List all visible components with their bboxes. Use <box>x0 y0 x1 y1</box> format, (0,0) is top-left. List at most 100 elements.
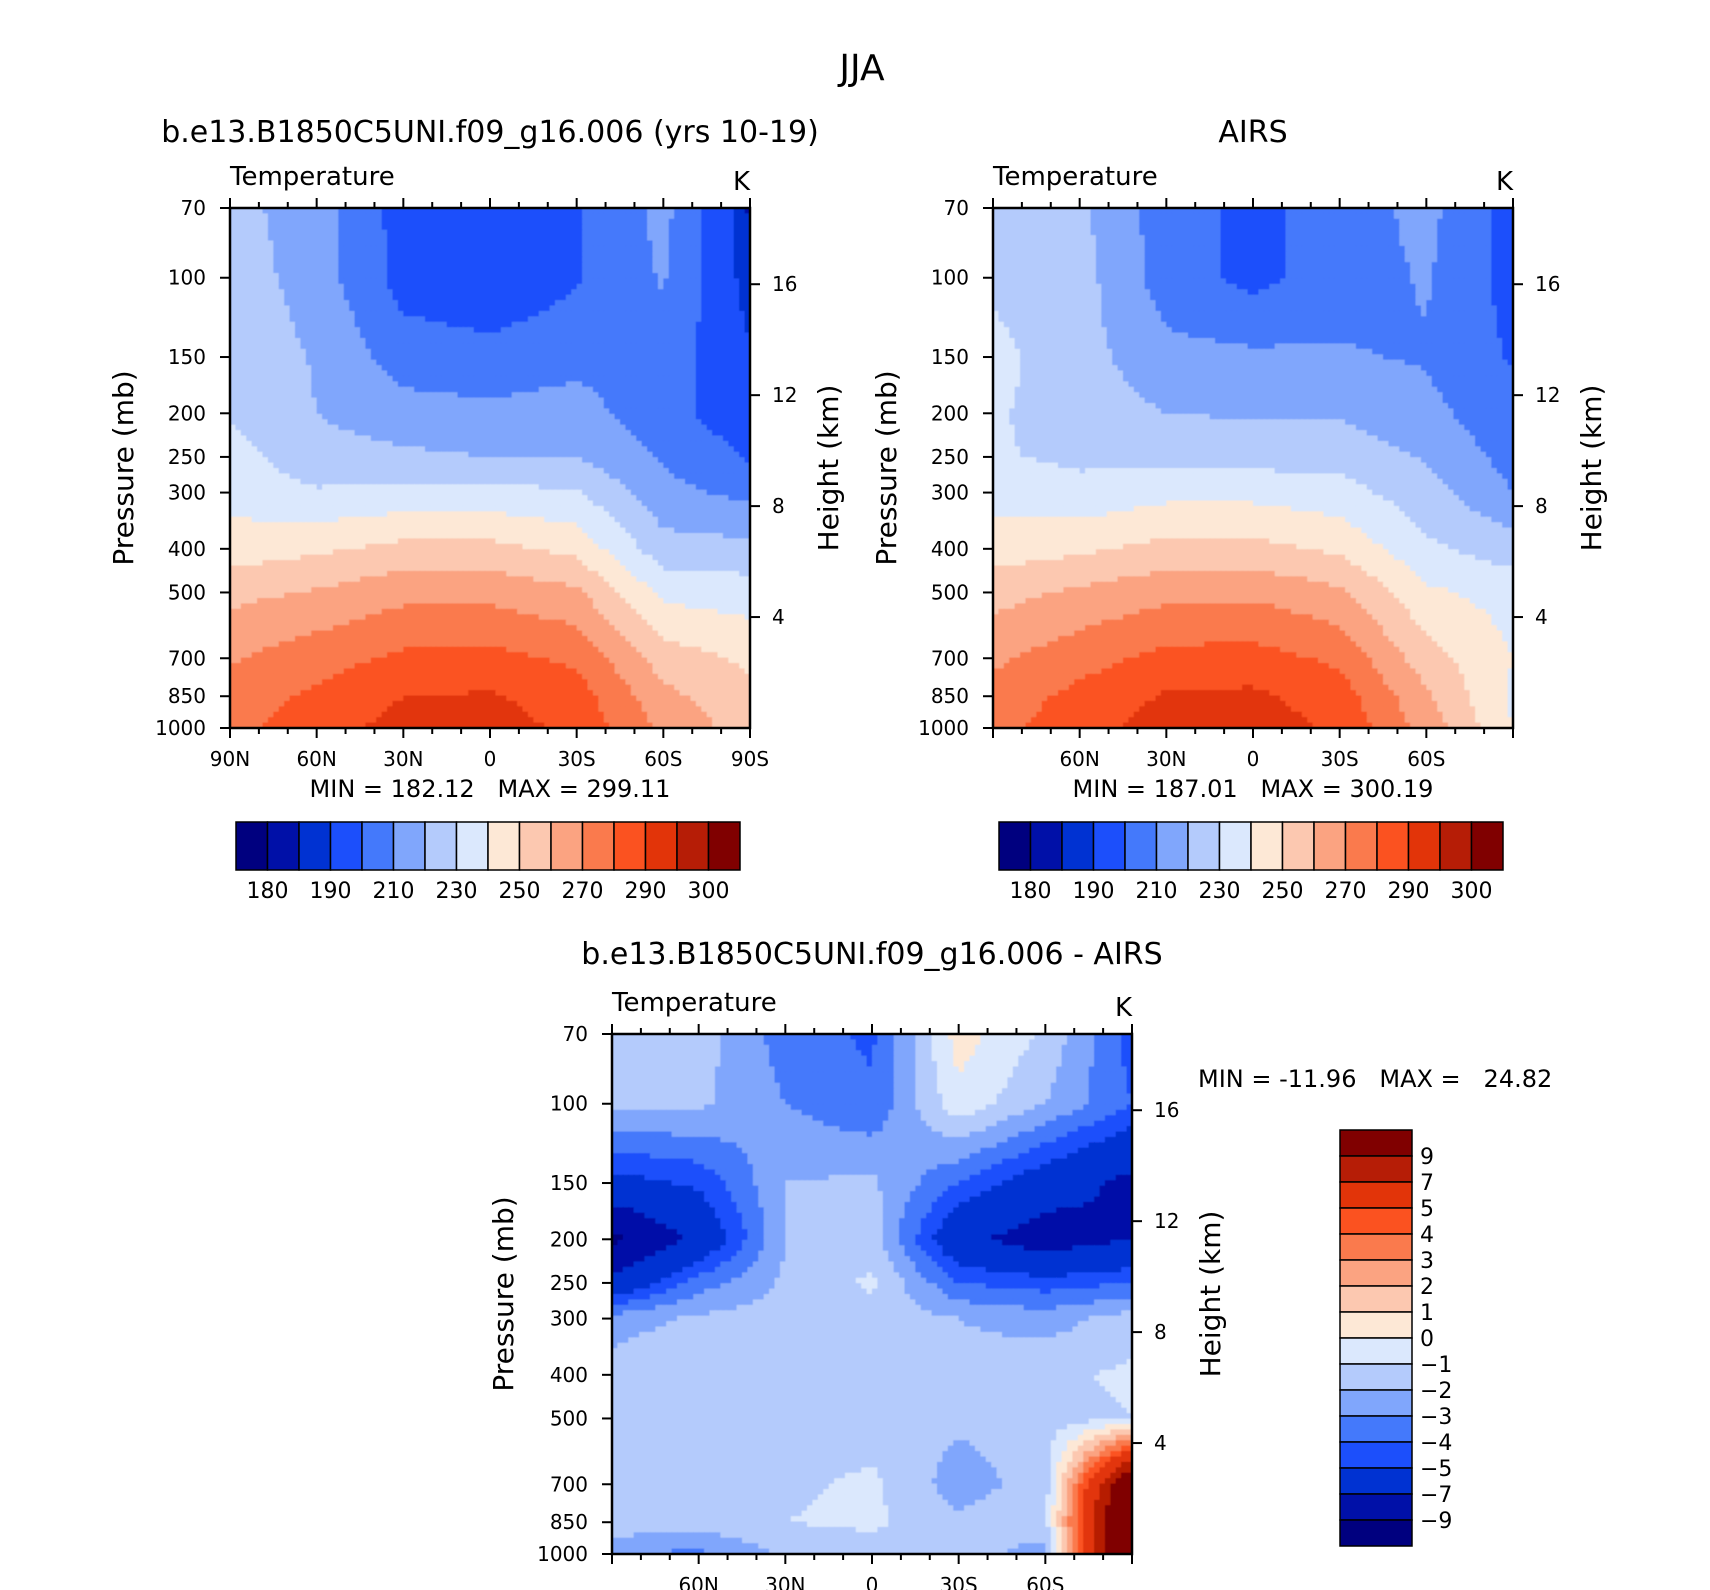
heat-cell <box>517 424 524 431</box>
heat-cell <box>620 419 627 426</box>
heat-cell <box>376 294 383 301</box>
heat-cell <box>739 283 746 290</box>
heat-cell <box>240 386 247 393</box>
heat-cell <box>327 316 334 323</box>
heat-cell <box>565 327 572 334</box>
heat-cell <box>674 332 681 339</box>
heat-cell <box>614 289 621 296</box>
heat-cell <box>354 440 361 448</box>
heat-cell <box>511 273 518 280</box>
heat-cell <box>246 289 253 296</box>
heat-cell <box>690 424 697 431</box>
heat-cell <box>408 386 415 393</box>
heat-cell <box>327 218 334 225</box>
heat-cell <box>446 408 453 415</box>
heat-cell <box>571 430 578 437</box>
heat-cell <box>625 213 632 220</box>
heat-cell <box>592 413 600 420</box>
heat-cell <box>739 262 746 269</box>
heat-cell <box>354 245 361 253</box>
heat-cell <box>506 468 513 475</box>
heat-cell <box>257 235 264 242</box>
heat-cell <box>381 397 388 404</box>
heat-cell <box>430 240 437 247</box>
heat-cell <box>446 478 453 485</box>
heat-cell <box>685 273 692 280</box>
heat-cell <box>538 468 545 475</box>
heat-cell <box>744 267 750 274</box>
heat-cell <box>403 218 410 225</box>
heat-cell <box>311 473 318 480</box>
heat-cell <box>582 332 589 339</box>
heat-cell <box>544 430 551 437</box>
heat-cell <box>289 392 296 399</box>
heat-cell <box>273 478 280 485</box>
heat-cell <box>636 430 643 437</box>
heat-cell <box>479 386 486 393</box>
heat-cell <box>246 208 253 215</box>
heat-cell <box>284 462 291 469</box>
heat-cell <box>701 251 708 258</box>
heat-cell <box>701 375 708 383</box>
heat-cell <box>392 327 399 334</box>
heat-cell <box>739 338 746 345</box>
heat-cell <box>251 462 258 469</box>
heat-cell <box>603 419 610 426</box>
heat-cell <box>706 446 713 453</box>
heat-cell <box>582 224 589 231</box>
heat-cell <box>701 283 708 290</box>
heat-cell <box>235 408 242 415</box>
heat-cell <box>387 305 394 312</box>
heat-cell <box>267 484 275 491</box>
heat-cell <box>511 218 518 225</box>
heat-cell <box>603 310 610 318</box>
heat-cell <box>322 321 329 328</box>
heat-cell <box>733 419 740 426</box>
heat-cell <box>652 338 659 345</box>
heat-cell <box>500 273 507 280</box>
heat-cell <box>316 451 323 458</box>
heat-cell <box>332 419 340 426</box>
heat-cell <box>701 208 708 215</box>
heat-cell <box>630 256 637 263</box>
heat-cell <box>592 370 600 377</box>
heat-cell <box>533 397 540 404</box>
heat-cell <box>365 316 372 323</box>
heat-cell <box>582 457 589 464</box>
heat-cell <box>641 440 648 448</box>
heat-cell <box>360 419 367 426</box>
heat-cell <box>365 235 372 242</box>
heat-cell <box>587 218 594 225</box>
heat-cell <box>728 419 735 426</box>
heat-cell <box>728 457 735 464</box>
heat-cell <box>305 218 312 225</box>
heat-cell <box>576 321 583 328</box>
heat-cell <box>332 424 340 431</box>
heat-cell <box>354 381 361 388</box>
heat-cell <box>533 478 540 485</box>
heat-cell <box>495 316 502 323</box>
heat-cell <box>360 462 367 469</box>
heat-cell <box>278 354 285 361</box>
heat-cell <box>538 375 545 383</box>
heat-cell <box>517 484 524 491</box>
heat-cell <box>457 365 464 372</box>
heat-cell <box>332 375 340 383</box>
heat-cell <box>560 300 567 307</box>
heat-cell <box>620 430 627 437</box>
heat-cell <box>479 229 486 236</box>
heat-cell <box>685 327 692 334</box>
heat-cell <box>695 484 702 491</box>
heat-cell <box>625 348 632 355</box>
heat-cell <box>712 289 719 296</box>
heat-cell <box>452 451 459 458</box>
heat-cell <box>484 484 491 491</box>
heat-cell <box>251 473 258 480</box>
heat-cell <box>522 224 529 231</box>
heat-cell <box>679 208 686 215</box>
heat-cell <box>370 218 377 225</box>
heat-cell <box>381 343 388 350</box>
heat-cell <box>652 462 659 469</box>
heat-cell <box>316 310 323 318</box>
heat-cell <box>571 316 578 323</box>
